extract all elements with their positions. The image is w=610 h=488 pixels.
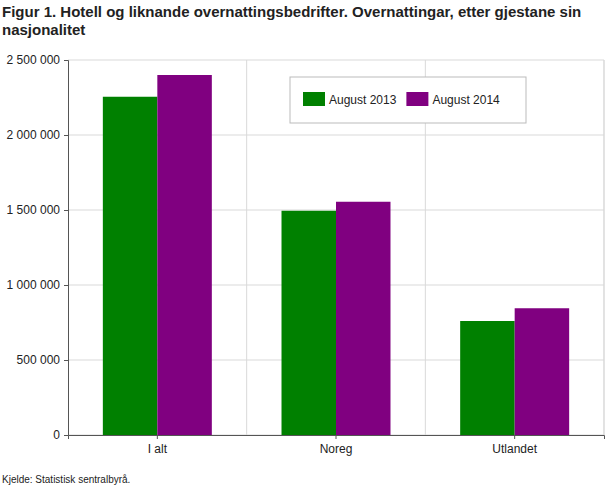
legend-swatch — [406, 92, 428, 106]
y-tick: 2 000 000 — [7, 128, 68, 142]
y-tick-mark — [64, 60, 68, 61]
y-tick: 2 500 000 — [7, 53, 68, 67]
bar — [103, 97, 157, 435]
bar — [460, 321, 514, 435]
y-axis-line — [64, 61, 69, 436]
y-tick-label: 500 000 — [17, 353, 61, 367]
y-tick-mark — [64, 435, 68, 436]
bar — [282, 211, 336, 435]
x-tick-label: I alt — [148, 442, 168, 456]
x-tick-mark — [514, 435, 515, 439]
legend-box — [290, 77, 526, 123]
title: Figur 1. Hotell og liknande overnattings… — [2, 3, 581, 38]
legend-label: August 2014 — [432, 93, 500, 107]
legend: August 2013 August 2014 — [290, 77, 526, 123]
source: Kjelde: Statistisk sentralbyrå. — [2, 474, 130, 485]
y-axis: 0 500 000 1 000 000 1 500 000 2 000 000 2 500… — [7, 53, 69, 442]
chart: Figur 1. Hotell og liknande overnattings… — [0, 0, 610, 488]
x-tick-label: Noreg — [320, 442, 353, 456]
bars — [103, 75, 569, 435]
y-tick-label: 1 000 000 — [7, 278, 61, 292]
y-tick-mark — [64, 285, 68, 286]
x-tick-label: Utlandet — [492, 442, 537, 456]
x-tick: Noreg — [320, 435, 353, 456]
bar — [157, 75, 211, 435]
category-divider — [604, 60, 605, 435]
y-tick-label: 1 500 000 — [7, 203, 61, 217]
y-tick-mark — [64, 210, 68, 211]
plot-frame — [604, 60, 605, 435]
y-tick: 1 500 000 — [7, 203, 68, 217]
x-tick-mark — [336, 435, 337, 439]
bar — [336, 202, 390, 435]
x-axis: I alt Noreg Utlandet — [69, 435, 605, 456]
y-tick-label: 2 000 000 — [7, 128, 61, 142]
plot: 0 500 000 1 000 000 1 500 000 2 000 000 2 500… — [7, 53, 605, 455]
y-tick-mark — [64, 135, 68, 136]
y-tick-label: 0 — [53, 428, 60, 442]
y-tick-mark — [64, 360, 68, 361]
y-tick-label: 2 500 000 — [7, 53, 61, 67]
y-tick: 1 000 000 — [7, 278, 68, 292]
x-tick-mark — [157, 435, 158, 439]
bar — [515, 308, 569, 435]
category-divider — [246, 60, 247, 435]
y-tick: 500 000 — [17, 353, 68, 367]
legend-swatch — [303, 92, 325, 106]
grid-line — [68, 60, 604, 61]
legend-label: August 2013 — [329, 93, 397, 107]
x-axis-line — [69, 436, 605, 440]
x-tick: Utlandet — [492, 435, 537, 456]
x-tick: I alt — [148, 435, 168, 456]
y-tick: 0 — [53, 428, 68, 442]
